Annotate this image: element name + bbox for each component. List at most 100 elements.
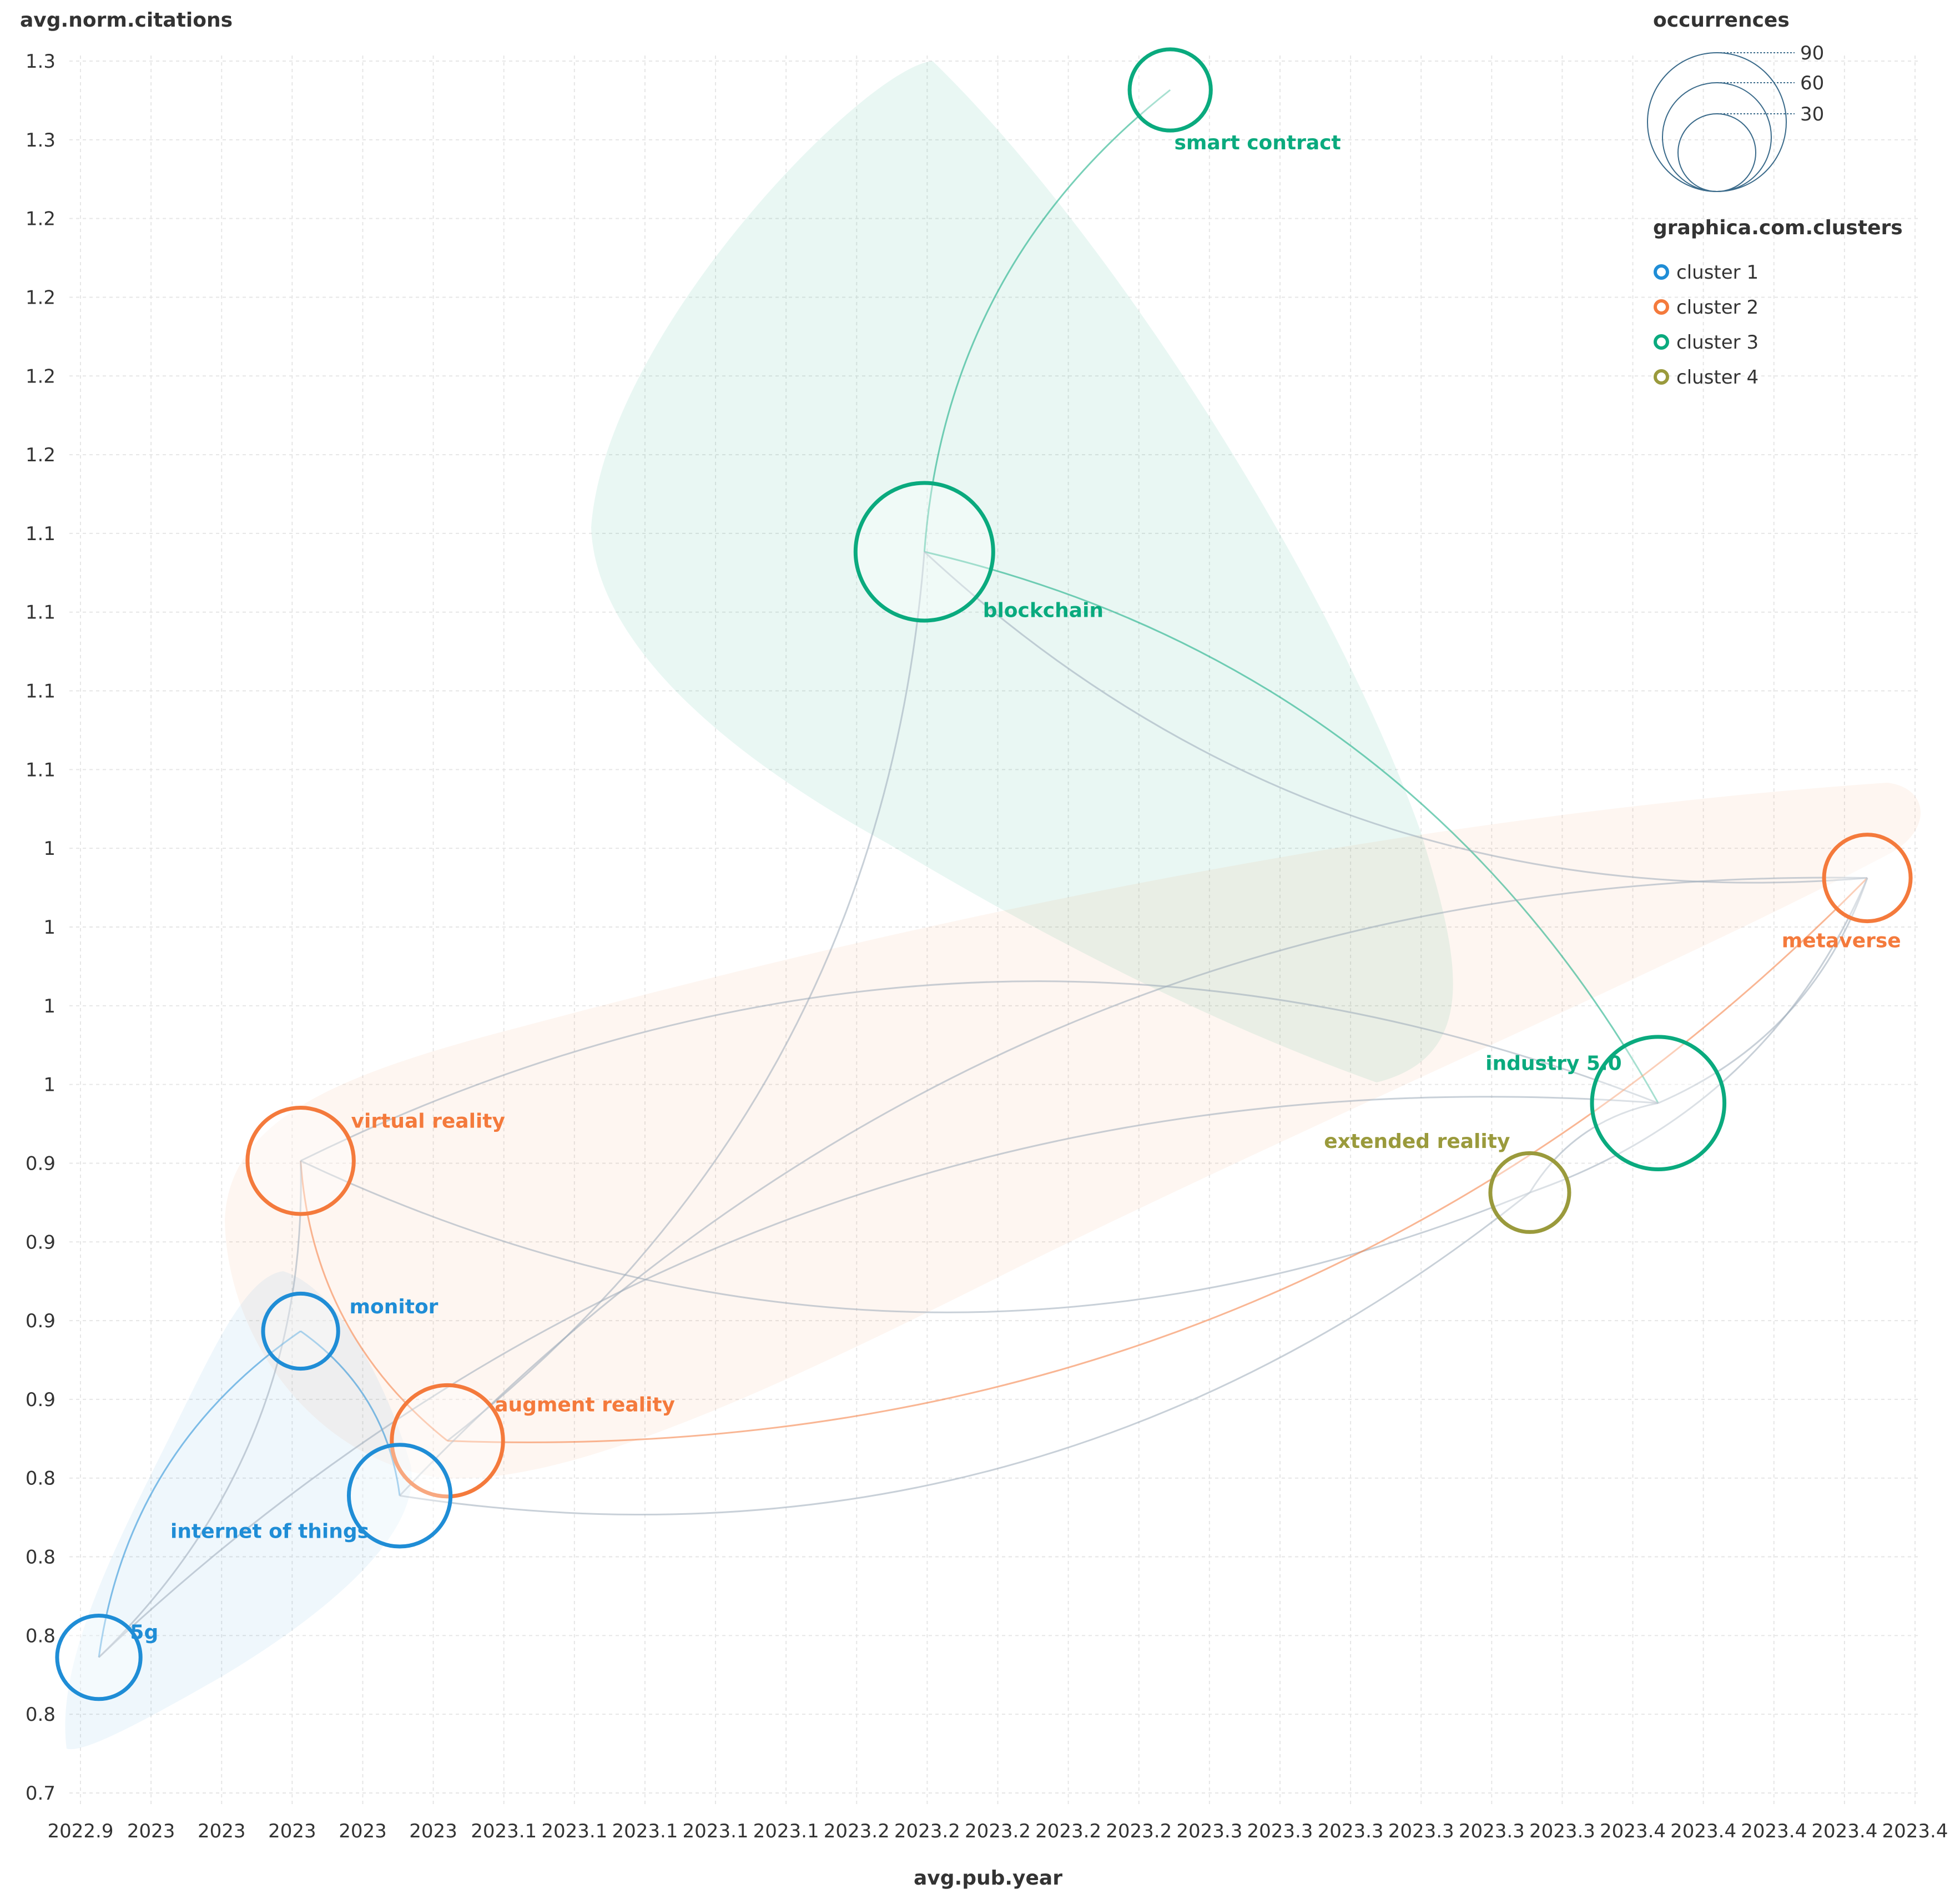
y-tick-label: 0.9 <box>26 1152 56 1175</box>
x-tick-label: 2023.3 <box>1388 1820 1454 1842</box>
y-tick-label: 0.8 <box>26 1625 56 1647</box>
cluster-legend-marker <box>1654 264 1669 280</box>
y-tick-label: 1 <box>43 916 56 939</box>
cluster-legend: cluster 1 cluster 2 cluster 3 cluster 4 <box>1654 261 1759 389</box>
x-tick-label: 2023.1 <box>683 1820 749 1842</box>
cluster-legend-label: cluster 4 <box>1676 366 1759 389</box>
edge <box>300 1330 401 1496</box>
size-legend-label: 90 <box>1800 42 1824 64</box>
cluster-legend-marker <box>1654 334 1669 350</box>
edge <box>98 1330 301 1658</box>
y-tick-label: 1.2 <box>26 444 56 466</box>
size-legend-label: 60 <box>1800 72 1824 94</box>
y-tick-label: 0.9 <box>26 1231 56 1253</box>
x-tick-label: 2023.3 <box>1459 1820 1525 1842</box>
y-tick-label: 0.9 <box>26 1389 56 1411</box>
axes: avg.norm.citations avg.pub.year 2022.9 20… <box>20 9 1948 1890</box>
y-tick-label: 0.8 <box>26 1468 56 1490</box>
size-legend-circle <box>1647 52 1787 192</box>
label-monitor: monitor <box>350 1296 439 1318</box>
y-tick-label: 1.2 <box>26 208 56 230</box>
cluster-3-hull <box>591 61 1453 1082</box>
x-tick-label: 2023.1 <box>753 1820 819 1842</box>
size-legend-circle <box>1662 82 1772 192</box>
x-tick-label: 2023.2 <box>1106 1820 1172 1842</box>
size-legend-circle <box>1677 113 1756 192</box>
cluster-legend-marker <box>1654 369 1669 385</box>
node-monitor[interactable] <box>261 1291 340 1371</box>
cluster-legend-label: cluster 1 <box>1676 261 1759 284</box>
node-extended-reality[interactable] <box>1488 1151 1571 1234</box>
edge <box>98 1096 1659 1658</box>
node-virtual-reality[interactable] <box>245 1105 356 1216</box>
cluster-hulls <box>65 61 1921 1750</box>
x-tick-label: 2023.2 <box>965 1820 1031 1842</box>
cluster-legend-label: cluster 2 <box>1676 296 1759 319</box>
y-tick-label: 1 <box>43 995 56 1018</box>
y-tick-label: 1.2 <box>26 365 56 387</box>
x-tick-label: 2023.3 <box>1247 1820 1313 1842</box>
y-tick-label: 1.1 <box>26 523 56 545</box>
cluster-1-hull <box>65 1271 412 1750</box>
y-tick-label: 1.2 <box>26 286 56 309</box>
edge <box>300 1160 1530 1313</box>
label-virtual-reality: virtual reality <box>351 1110 505 1132</box>
x-tick-label: 2023.2 <box>1035 1820 1101 1842</box>
size-legend-label: 30 <box>1800 103 1824 125</box>
label-internet-of-things: internet of things <box>170 1520 369 1543</box>
y-tick-label: 0.7 <box>26 1782 56 1805</box>
x-tick-label: 2023.4 <box>1741 1820 1807 1842</box>
node-industry-5-0[interactable] <box>1590 1035 1727 1171</box>
label-extended-reality: extended reality <box>1324 1130 1510 1153</box>
x-tick-label: 2023.3 <box>1529 1820 1595 1842</box>
x-tick-label: 2023 <box>339 1820 387 1842</box>
occurrences-legend-title: occurrences <box>1653 9 1790 32</box>
edge <box>447 877 1868 1443</box>
x-tick-label: 2023.3 <box>1176 1820 1242 1842</box>
edge <box>98 1161 302 1658</box>
edge <box>1529 878 1868 1193</box>
node-metaverse[interactable] <box>1822 833 1913 924</box>
cluster-legend-label: cluster 3 <box>1676 331 1759 354</box>
cluster-legend-marker <box>1654 299 1669 315</box>
x-axis-title: avg.pub.year <box>914 1867 1062 1890</box>
cluster-2-hull <box>225 783 1921 1479</box>
edge <box>399 1192 1530 1515</box>
y-tick-label: 1.3 <box>26 51 56 73</box>
x-tick-label: 2023.2 <box>894 1820 960 1842</box>
y-tick-label: 1.1 <box>26 602 56 624</box>
x-tick-label: 2023 <box>409 1820 457 1842</box>
y-axis-title: avg.norm.citations <box>20 9 233 32</box>
edge <box>399 877 1868 1497</box>
x-tick-label: 2023 <box>198 1820 246 1842</box>
x-tick-label: 2023.3 <box>1318 1820 1384 1842</box>
node-internet-of-things[interactable] <box>346 1443 453 1549</box>
x-tick-label: 2023.1 <box>541 1820 607 1842</box>
size-legend: 90 60 30 <box>1647 42 1824 192</box>
y-tick-label: 0.8 <box>26 1704 56 1726</box>
edge <box>923 89 1171 552</box>
label-5g: 5g <box>130 1621 158 1644</box>
y-tick-label: 1.3 <box>26 129 56 152</box>
label-smart-contract: smart contract <box>1174 132 1341 154</box>
node-labels: smart contract blockchain metaverse industr… <box>130 132 1901 1644</box>
y-tick-label: 0.8 <box>26 1547 56 1569</box>
x-tick-label: 2023.1 <box>471 1820 537 1842</box>
edge <box>924 551 1659 1104</box>
label-blockchain: blockchain <box>983 599 1104 622</box>
node-blockchain[interactable] <box>853 481 995 623</box>
node-smart-contract[interactable] <box>1127 47 1213 133</box>
legend: occurrences 90 60 30 graphica.com.clusters… <box>1647 9 1903 389</box>
cluster-legend-title: graphica.com.clusters <box>1653 216 1903 239</box>
x-tick-label: 2023.4 <box>1811 1820 1877 1842</box>
node-5g[interactable] <box>55 1613 143 1701</box>
label-augment-reality: augment reality <box>495 1393 675 1416</box>
y-tick-label: 0.9 <box>26 1310 56 1332</box>
node-augment-reality[interactable] <box>390 1383 505 1499</box>
x-tick-label: 2023 <box>127 1820 175 1842</box>
x-tick-label: 2023.4 <box>1600 1820 1666 1842</box>
x-tick-label: 2023.4 <box>1670 1820 1736 1842</box>
x-tick-label: 2022.9 <box>48 1820 114 1842</box>
edge <box>300 980 1659 1162</box>
